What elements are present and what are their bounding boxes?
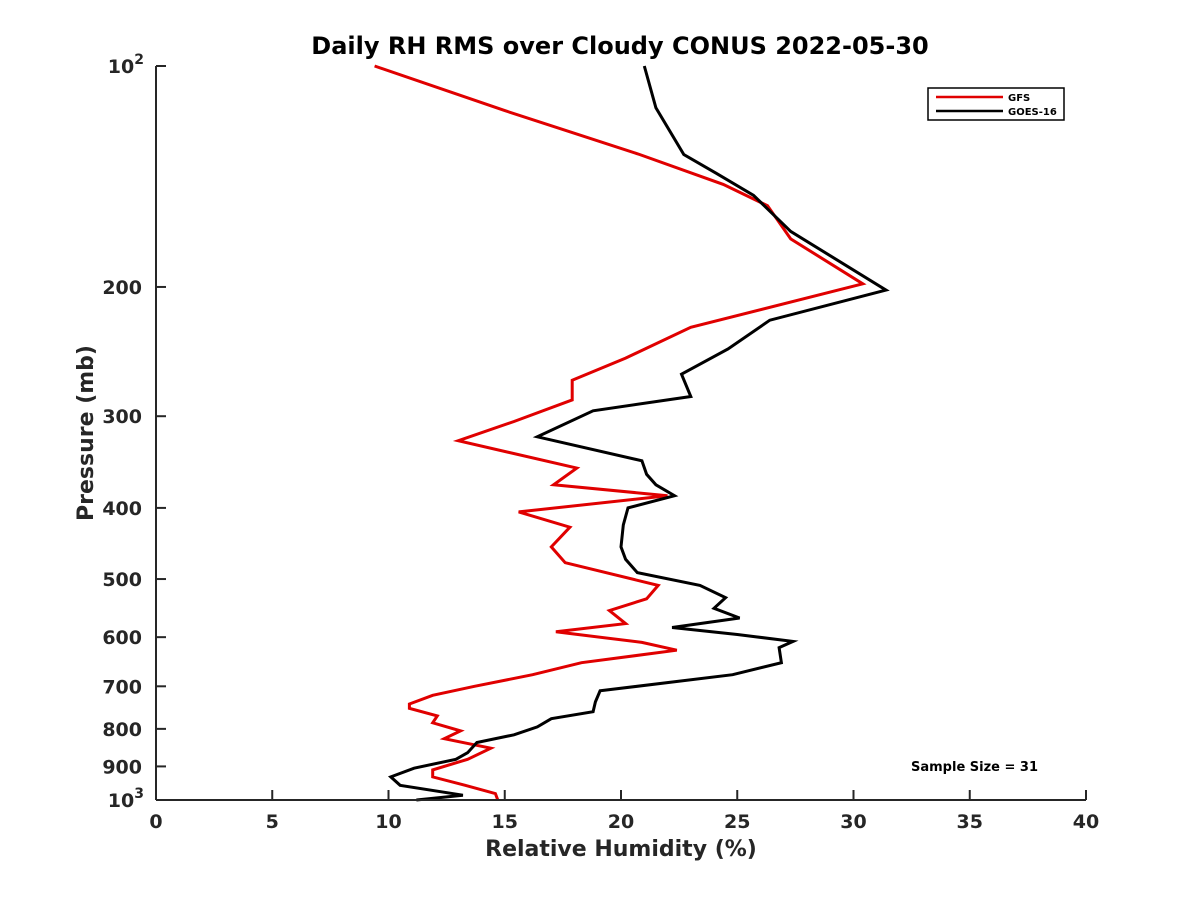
legend-label-goes16: GOES-16	[1008, 107, 1057, 118]
x-axis-label: Relative Humidity (%)	[485, 837, 757, 862]
y-tick-label: 300	[102, 406, 142, 428]
x-tick-label: 15	[492, 811, 518, 833]
legend: GFS GOES-16	[927, 87, 1065, 121]
y-tick-label: 800	[102, 719, 142, 741]
x-tick-label: 10	[375, 811, 401, 833]
chart-title: Daily RH RMS over Cloudy CONUS 2022-05-3…	[311, 32, 928, 60]
y-tick-label: 600	[102, 627, 142, 649]
x-tick-label: 0	[149, 811, 162, 833]
y-axis-label: Pressure (mb)	[74, 345, 99, 521]
x-tick-label: 20	[608, 811, 634, 833]
series-line-gfs	[374, 64, 867, 801]
series-layer	[374, 64, 890, 802]
x-axis-ticks: 0 5 10 15 20 25 30 35 40	[149, 790, 1099, 833]
y-tick-label: 200	[102, 277, 142, 299]
y-tick-label: 500	[102, 569, 142, 591]
legend-label-gfs: GFS	[1008, 93, 1030, 104]
y-tick-label: 700	[102, 676, 142, 698]
y-axis-ticks: 102 200 300 400 500 600 700 800 900 103	[102, 52, 166, 812]
x-tick-label: 35	[957, 811, 983, 833]
y-tick-label: 103	[108, 786, 144, 812]
y-tick-label: 900	[102, 756, 142, 778]
x-tick-label: 5	[266, 811, 279, 833]
legend-box	[927, 87, 1065, 121]
series-line-goes16	[387, 65, 890, 802]
x-tick-label: 25	[724, 811, 750, 833]
x-tick-label: 40	[1073, 811, 1099, 833]
sample-size-annotation: Sample Size = 31	[911, 760, 1038, 775]
y-tick-label: 400	[102, 498, 142, 520]
x-tick-label: 30	[840, 811, 866, 833]
y-tick-label: 102	[108, 52, 144, 78]
